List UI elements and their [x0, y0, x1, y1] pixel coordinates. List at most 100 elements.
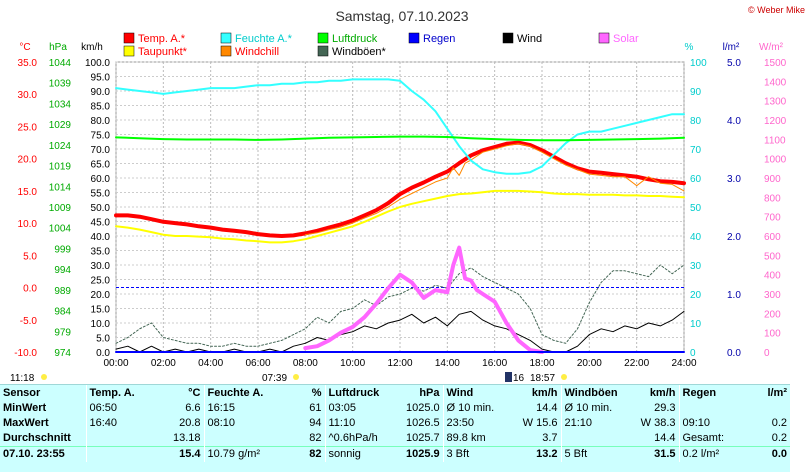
- y-tick-label-celsius: 25.0: [18, 122, 38, 133]
- series-line: [114, 140, 686, 238]
- x-tick-label: 00:00: [103, 358, 128, 369]
- x-tick-label: 24:00: [671, 358, 696, 369]
- y-tick-label-lm2: 5.0: [727, 58, 741, 69]
- y-tick-label-wm2: 500: [764, 251, 781, 262]
- y-tick-label-celsius: 20.0: [18, 155, 38, 166]
- y-tick-label-percent: 70: [690, 145, 702, 156]
- table-cell: 3.7: [542, 432, 558, 444]
- table-cell: 6.6: [185, 402, 201, 414]
- table-cell: 61: [309, 402, 322, 414]
- y-tick-label-kmh: 25.0: [91, 276, 111, 287]
- x-tick-label: 18:00: [529, 358, 554, 369]
- x-tick-label: 04:00: [198, 358, 223, 369]
- x-tick-label: 06:00: [245, 358, 270, 369]
- y-tick-label-kmh: 15.0: [91, 305, 111, 316]
- series-line: [303, 245, 544, 354]
- axis-label-hpa: hPa: [49, 42, 67, 53]
- table-header-row: Sensor Temp. A. °C Feuchte A. % Luftdruc…: [0, 385, 790, 401]
- y-tick-label-wm2: 1200: [764, 116, 787, 127]
- copyright-text: © Weber Mike: [748, 5, 805, 15]
- table-cell: 20.8: [179, 417, 201, 429]
- y-tick-label-kmh: 5.0: [96, 334, 110, 345]
- table-cell: [678, 401, 749, 416]
- y-tick-label-lm2: 1.0: [727, 290, 741, 301]
- y-tick-label-kmh: 75.0: [91, 131, 111, 142]
- y-tick-label-hpa: 1044: [49, 58, 72, 69]
- table-cell: 89.8 km: [442, 431, 515, 447]
- x-tick-label: 02:00: [151, 358, 176, 369]
- moon-set-icon: [505, 372, 512, 382]
- table-cell: 0.2 l/m²: [678, 446, 749, 462]
- header-cell: Windböen: [560, 385, 631, 401]
- table-cell: MinWert: [3, 402, 47, 414]
- y-tick-label-percent: 100: [690, 58, 707, 69]
- table-cell: 1025.0: [406, 402, 440, 414]
- table-row-current: 07.10. 23:55 15.4 10.79 g/m² 82 sonnig 1…: [0, 446, 790, 462]
- table-cell: 14.4: [654, 432, 676, 444]
- header-cell: Temp. A.: [85, 385, 146, 401]
- y-tick-label-wm2: 1300: [764, 97, 787, 108]
- table-cell: 0.0: [749, 446, 790, 462]
- legend-label: Windböen*: [332, 46, 387, 58]
- table-cell: 3 Bft: [442, 446, 515, 462]
- table-cell: 09:10: [678, 416, 749, 431]
- table-cell: W 15.6: [522, 417, 558, 429]
- legend-swatch: [598, 32, 610, 44]
- y-tick-label-hpa: 1024: [49, 141, 72, 152]
- table-cell: ^0.6hPa/h: [324, 431, 403, 447]
- y-tick-label-percent: 30: [690, 261, 702, 272]
- legend-label: Taupunkt*: [138, 46, 188, 58]
- x-tick-label: 14:00: [435, 358, 460, 369]
- table-cell: 15.4: [146, 446, 204, 462]
- table-cell: 13.18: [172, 432, 201, 444]
- y-tick-label-wm2: 200: [764, 309, 781, 320]
- y-tick-label-kmh: 50.0: [91, 203, 111, 214]
- y-tick-label-kmh: 70.0: [91, 145, 111, 156]
- y-tick-label-celsius: -10.0: [14, 348, 37, 359]
- header-cell: Regen: [678, 385, 749, 401]
- chart-legend: Temp. A.* Feuchte A.* Luftdruck Regen Wind So…: [123, 32, 639, 58]
- axis-label-celsius: °C: [19, 42, 30, 53]
- y-tick-label-kmh: 30.0: [91, 261, 111, 272]
- y-tick-label-wm2: 800: [764, 193, 781, 204]
- y-tick-label-percent: 50: [690, 203, 702, 214]
- table-cell: 94: [309, 417, 322, 429]
- sunset-icon: [561, 374, 567, 380]
- y-tick-label-hpa: 1039: [49, 79, 72, 90]
- y-tick-label-kmh: 85.0: [91, 102, 111, 113]
- table-cell: 21:10: [560, 416, 631, 431]
- statistics-table: Sensor Temp. A. °C Feuchte A. % Luftdruc…: [0, 384, 790, 472]
- legend-label: Windchill: [235, 46, 279, 58]
- y-tick-label-kmh: 10.0: [91, 319, 111, 330]
- x-tick-label: 12:00: [387, 358, 412, 369]
- table-cell: [749, 401, 790, 416]
- x-tick-label: 16:00: [482, 358, 507, 369]
- y-tick-label-wm2: 1500: [764, 58, 787, 69]
- y-tick-label-lm2: 0.0: [727, 348, 741, 359]
- header-cell: Wind: [442, 385, 515, 401]
- y-tick-label-kmh: 65.0: [91, 160, 111, 171]
- table-cell: 14.4: [536, 402, 558, 414]
- y-tick-label-hpa: 1029: [49, 120, 72, 131]
- sunset-time: 18:57: [530, 373, 555, 384]
- sunrise-icon: [293, 374, 299, 380]
- legend-swatch: [220, 45, 232, 57]
- y-tick-label-percent: 10: [690, 319, 702, 330]
- y-tick-label-wm2: 400: [764, 271, 781, 282]
- table-cell: [203, 431, 280, 447]
- table-cell: Gesamt:: [678, 431, 749, 447]
- table-cell: 11:10: [324, 416, 403, 431]
- y-tick-label-hpa: 989: [54, 286, 71, 297]
- y-tick-label-hpa: 1019: [49, 162, 72, 173]
- y-tick-label-wm2: 600: [764, 232, 781, 243]
- y-tick-label-celsius: 0.0: [23, 284, 37, 295]
- table-cell: 82: [280, 446, 325, 462]
- header-cell: km/h: [649, 386, 676, 399]
- y-tick-label-wm2: 300: [764, 290, 781, 301]
- table-cell: 29.3: [654, 402, 676, 414]
- table-row: MaxWert 16:40 20.8 08:10 94 11:10 1026.5…: [0, 416, 790, 431]
- y-tick-label-celsius: 5.0: [23, 251, 37, 262]
- table-cell: 08:10: [203, 416, 280, 431]
- table-cell: 07.10. 23:55: [0, 446, 86, 462]
- y-tick-label-hpa: 1004: [49, 224, 72, 235]
